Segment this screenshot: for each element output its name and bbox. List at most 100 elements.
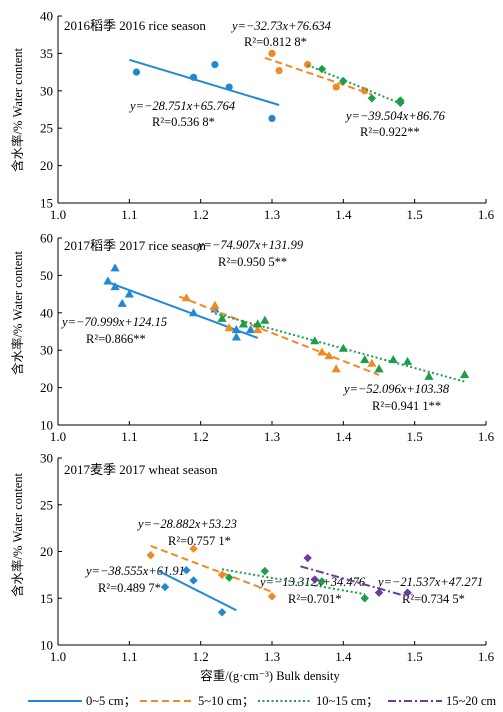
data-point-0-5cm — [110, 282, 120, 291]
panel-title: 2017稻季 2017 rice season — [64, 238, 206, 253]
data-point-0-5cm — [110, 263, 120, 272]
fit-r2-0-5cm: R²=0.866** — [86, 332, 146, 346]
data-point-5-10cm — [331, 364, 341, 373]
panel-title: 2017麦季 2017 wheat season — [64, 462, 218, 477]
y-axis-label: 含水率/% Water content — [10, 48, 25, 172]
panel-2016-rice: 2016稻季 2016 rice season y=−32.73x+76.634… — [10, 9, 495, 223]
x-tick-label: 1.4 — [335, 649, 352, 664]
y-tick-label: 25 — [40, 121, 53, 136]
fit-equation-5-10cm: y=−28.882x+53.23 — [136, 517, 237, 531]
x-tick-label: 1.1 — [121, 207, 137, 222]
data-point-10-15cm — [360, 354, 370, 363]
fit-equation-15-20cm: y=−21.537x+47.271 — [376, 575, 483, 589]
data-point-5-10cm — [304, 61, 312, 69]
data-point-10-15cm — [260, 566, 270, 576]
data-point-10-15cm — [238, 319, 249, 328]
legend-label-5-10cm: 5~10 cm； — [198, 694, 254, 708]
x-tick-label: 1.1 — [121, 649, 137, 664]
data-point-0-5cm — [182, 566, 191, 575]
y-axis-label: 含水率/% Water content — [10, 251, 25, 375]
panel-2017-rice: 2017稻季 2017 rice season y=−74.907x+131.9… — [10, 231, 495, 445]
y-tick-label: 15 — [40, 196, 53, 211]
fit-r2-5-10cm: R²=0.950 5** — [218, 255, 287, 269]
y-tick-label: 10 — [40, 638, 53, 653]
fit-equation-0-5cm: y=−28.751x+65.764 — [128, 99, 235, 113]
legend-label-10-15cm: 10~15 cm； — [316, 694, 379, 708]
data-point-5-10cm — [367, 358, 377, 367]
fit-equation-0-5cm: y=−38.555x+61.91 — [84, 564, 185, 578]
x-tick-label: 1.0 — [50, 207, 66, 222]
fit-line-10-15cm — [307, 64, 401, 105]
y-tick-label: 40 — [40, 305, 53, 320]
data-point-15-20cm — [310, 575, 319, 584]
x-tick-label: 1.0 — [50, 649, 66, 664]
data-point-10-15cm — [424, 371, 434, 380]
data-point-15-20cm — [374, 588, 384, 597]
fit-r2-0-5cm: R²=0.536 8* — [152, 115, 215, 129]
x-tick-label: 1.1 — [121, 429, 137, 444]
data-point-0-5cm — [160, 582, 170, 592]
x-axis-label: 容重/(g·cm⁻³) Bulk density — [200, 668, 340, 683]
data-point-10-15cm — [396, 98, 405, 107]
x-tick-label: 1.5 — [407, 649, 423, 664]
data-point-5-10cm — [224, 323, 234, 332]
x-tick-label: 1.4 — [335, 429, 352, 444]
y-tick-label: 30 — [40, 343, 53, 358]
y-tick-label: 30 — [40, 83, 53, 98]
data-point-5-10cm — [181, 293, 191, 302]
y-tick-label: 10 — [40, 418, 53, 433]
panel-title: 2016稻季 2016 rice season — [64, 18, 206, 33]
data-point-5-10cm — [253, 325, 263, 334]
fit-equation-10-15cm: y=−39.504x+86.76 — [344, 109, 446, 123]
data-point-0-5cm — [103, 276, 113, 285]
fit-equation-5-10cm: y=−32.73x+76.634 — [230, 19, 331, 33]
data-point-5-10cm — [146, 551, 155, 560]
x-tick-label: 1.5 — [407, 207, 423, 222]
fit-line-5-10cm — [178, 295, 380, 376]
data-point-0-5cm — [268, 114, 276, 123]
fit-equation-0-5cm: y=−70.999x+124.15 — [60, 315, 167, 329]
data-point-15-20cm — [303, 553, 312, 563]
data-point-10-15cm — [402, 356, 413, 365]
data-point-10-15cm — [360, 594, 369, 603]
data-point-10-15cm — [339, 76, 348, 86]
y-tick-label: 50 — [40, 268, 53, 283]
data-point-5-10cm — [317, 347, 327, 356]
data-point-0-5cm — [124, 289, 134, 298]
fit-r2-0-5cm: R²=0.489 7* — [98, 581, 161, 595]
x-tick-label: 1.2 — [193, 429, 209, 444]
data-point-10-15cm — [225, 573, 234, 582]
y-tick-label: 30 — [40, 451, 53, 466]
fit-r2-15-20cm: R²=0.734 5* — [402, 592, 465, 606]
panel-2017-wheat: 2017麦季 2017 wheat season y=−28.882x+53.2… — [10, 451, 495, 684]
data-point-5-10cm — [268, 49, 276, 58]
data-point-10-15cm — [374, 364, 384, 373]
y-tick-label: 60 — [40, 231, 53, 246]
data-point-10-15cm — [317, 64, 327, 74]
legend-label-0-5cm: 0~5 cm； — [86, 694, 136, 708]
fit-r2-10-15cm: R²=0.922** — [360, 125, 420, 139]
fit-equation-5-10cm: y=−74.907x+131.99 — [196, 238, 304, 252]
data-point-0-5cm — [189, 576, 198, 585]
fit-line-0-5cm — [129, 58, 280, 106]
fit-equation-10-15cm: y=−13.312x+34.476 — [258, 575, 366, 589]
x-tick-label: 1.3 — [264, 649, 280, 664]
data-point-0-5cm — [225, 83, 233, 91]
x-tick-label: 1.6 — [478, 429, 495, 444]
data-point-0-5cm — [217, 608, 227, 617]
fit-line-5-10cm — [264, 56, 373, 96]
fit-r2-5-10cm: R²=0.757 1* — [168, 534, 231, 548]
legend-label-15-20cm: 15~20 cm — [446, 694, 496, 708]
data-point-10-15cm — [260, 315, 270, 324]
x-tick-label: 1.6 — [478, 207, 495, 222]
data-point-0-5cm — [246, 325, 256, 334]
data-point-0-5cm — [189, 73, 198, 81]
fit-line-10-15cm — [221, 568, 365, 596]
x-tick-label: 1.2 — [193, 649, 209, 664]
x-tick-label: 1.6 — [478, 649, 495, 664]
data-point-10-15cm — [317, 577, 327, 586]
legend: 0~5 cm； 5~10 cm； 10~15 cm； 15~20 cm — [28, 694, 496, 708]
fit-line-0-5cm — [157, 569, 237, 612]
data-point-5-10cm — [210, 300, 220, 309]
